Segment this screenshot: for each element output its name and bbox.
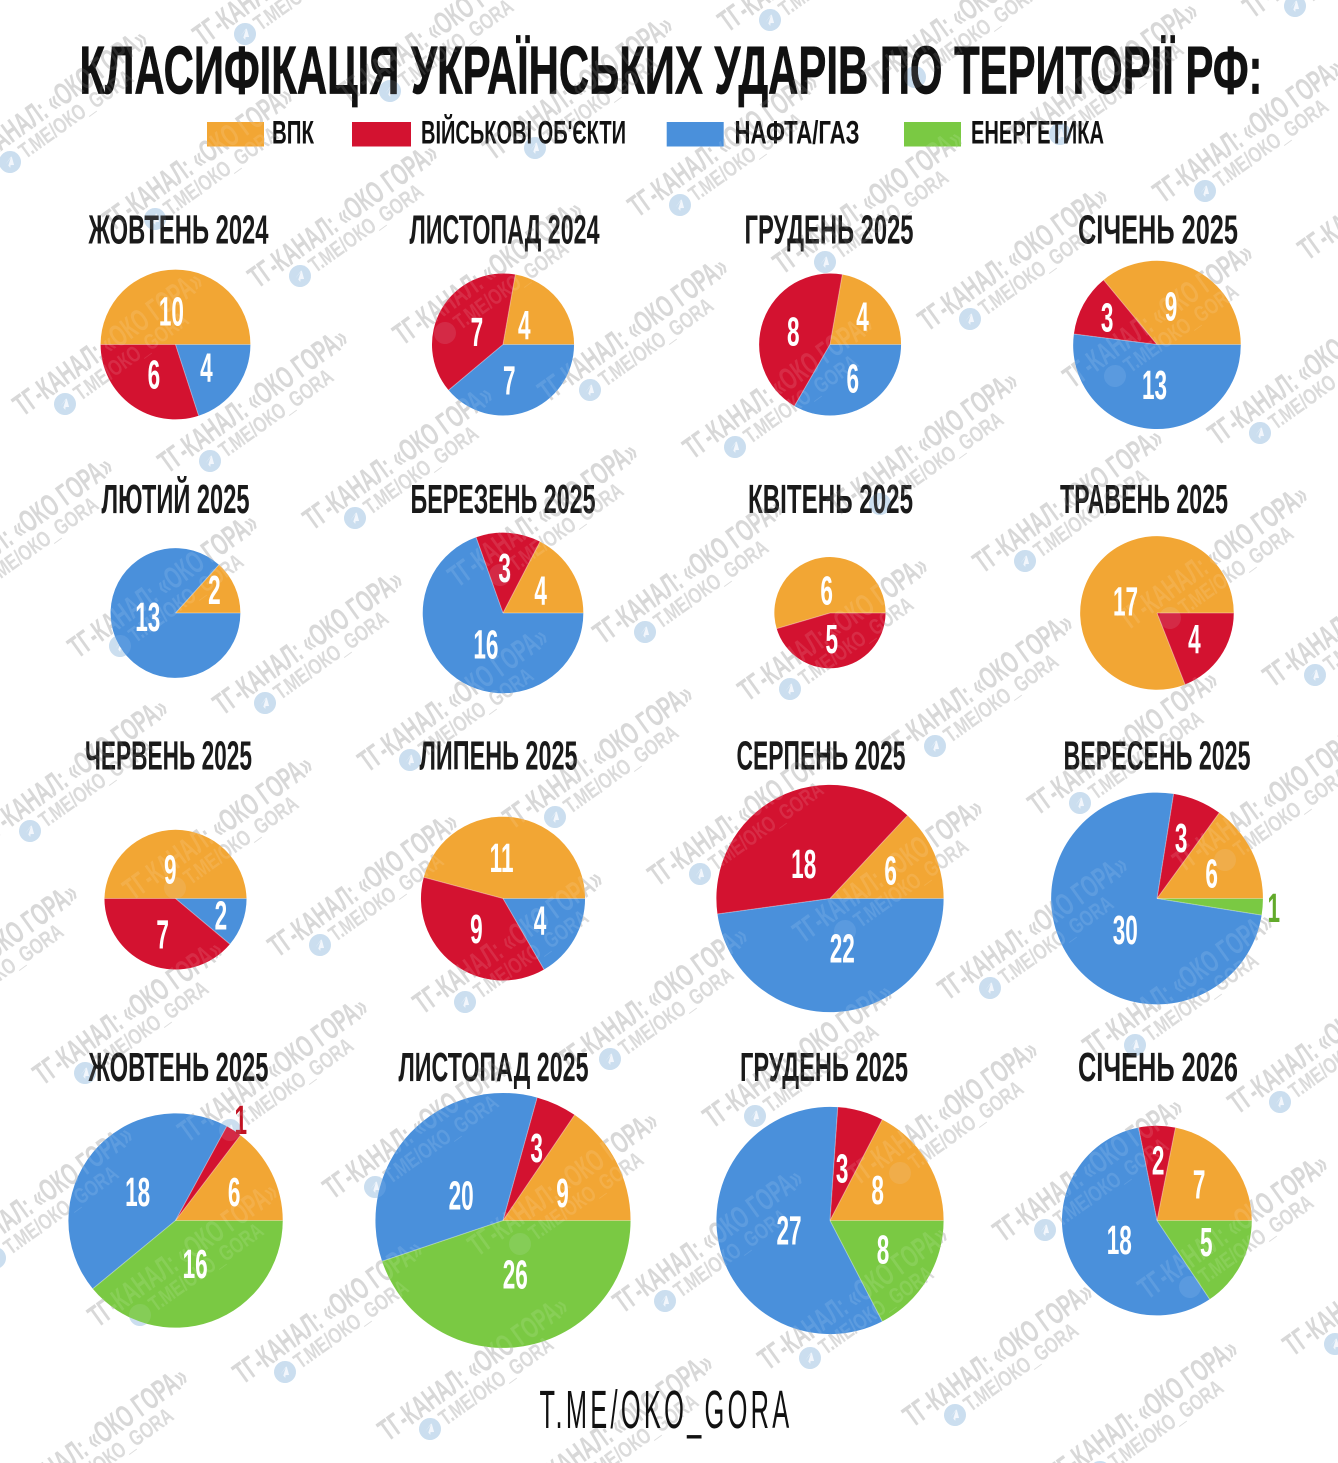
svg-text:7: 7 xyxy=(503,359,516,405)
svg-text:11: 11 xyxy=(490,836,514,882)
svg-text:7: 7 xyxy=(1193,1162,1206,1208)
svg-text:4: 4 xyxy=(518,303,531,349)
svg-text:6: 6 xyxy=(148,353,161,399)
svg-text:8: 8 xyxy=(787,310,800,356)
svg-text:3: 3 xyxy=(530,1126,543,1172)
svg-text:13: 13 xyxy=(1142,363,1167,409)
svg-text:26: 26 xyxy=(503,1252,528,1298)
svg-text:18: 18 xyxy=(791,842,816,888)
svg-text:T.ME/OKO_GORA: T.ME/OKO_GORA xyxy=(540,1380,793,1440)
svg-text:7: 7 xyxy=(156,912,169,958)
svg-text:СІЧЕНЬ 2025: СІЧЕНЬ 2025 xyxy=(1078,207,1238,253)
svg-text:4: 4 xyxy=(1188,617,1201,663)
svg-text:20: 20 xyxy=(449,1173,474,1219)
svg-text:4: 4 xyxy=(200,346,213,392)
svg-text:6: 6 xyxy=(820,568,833,614)
svg-text:4: 4 xyxy=(534,569,547,615)
svg-text:18: 18 xyxy=(125,1170,150,1216)
svg-text:ЛЮТИЙ 2025: ЛЮТИЙ 2025 xyxy=(102,476,250,522)
svg-text:2: 2 xyxy=(215,894,228,940)
svg-text:3: 3 xyxy=(836,1147,849,1193)
svg-text:30: 30 xyxy=(1113,908,1138,954)
svg-text:18: 18 xyxy=(1107,1218,1132,1264)
